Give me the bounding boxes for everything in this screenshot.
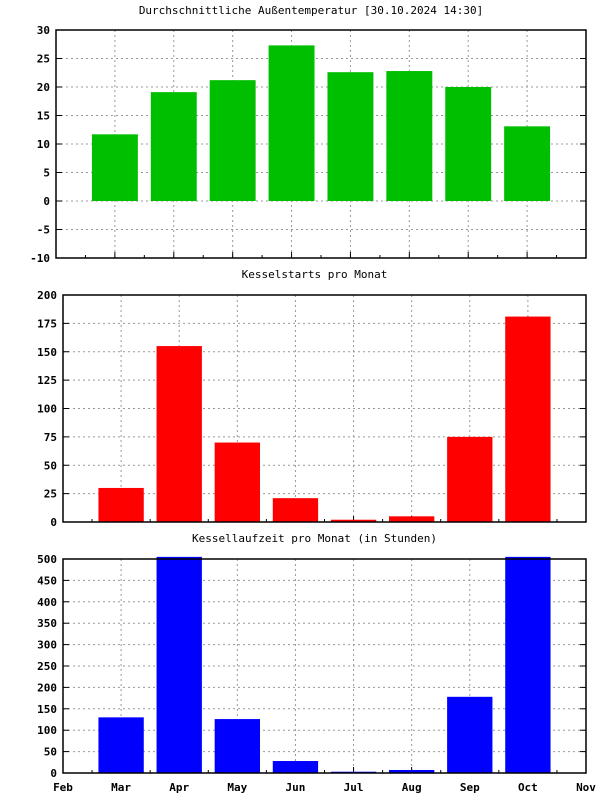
y-tick-label: 25 (44, 488, 57, 501)
bar-aug (386, 71, 433, 201)
y-tick-label: 0 (50, 516, 57, 529)
plot-frame (62, 558, 587, 774)
y-tick-label: 250 (37, 660, 57, 673)
bar-may (214, 719, 260, 773)
bar-jul (327, 72, 374, 202)
y-tick-label: 20 (37, 81, 50, 94)
bar-apr (156, 556, 202, 773)
bar-oct (504, 126, 551, 201)
bar-sep (447, 436, 493, 522)
y-tick-label: 200 (37, 681, 57, 694)
y-tick-label: 500 (37, 553, 57, 566)
bar-apr (150, 92, 197, 201)
bar-may (214, 442, 260, 522)
y-tick-label: 150 (37, 346, 57, 359)
y-tick-label: 25 (37, 53, 50, 66)
y-tick-label: 50 (44, 746, 57, 759)
y-tick-label: 0 (43, 195, 50, 208)
bar-jun (268, 45, 315, 201)
x-tick-label: Jul (344, 781, 364, 794)
x-tick-label: May (227, 781, 247, 794)
bar-sep (445, 87, 492, 201)
y-tick-label: 200 (37, 289, 57, 302)
bar-jul (330, 519, 377, 522)
y-tick-label: 50 (44, 459, 57, 472)
x-tick-label: Sep (460, 781, 480, 794)
y-tick-label: -10 (30, 252, 50, 265)
bar-apr (156, 346, 202, 522)
y-tick-label: 300 (37, 639, 57, 652)
y-tick-label: 15 (37, 110, 50, 123)
x-tick-label: Feb (53, 781, 73, 794)
y-tick-label: 75 (44, 431, 57, 444)
bar-aug (389, 770, 435, 773)
chart-2: Kesselstarts pro Monat 0 25 50 75 100 125 150 17… (37, 268, 587, 529)
y-tick-label: 350 (37, 617, 57, 630)
x-tick-label: Nov (576, 781, 596, 794)
x-tick-label: Oct (518, 781, 538, 794)
bar-mar (98, 717, 144, 773)
y-tick-label: -5 (37, 224, 50, 237)
y-tick-label: 30 (37, 24, 50, 37)
y-tick-label: 175 (37, 317, 57, 330)
bar-mar (98, 487, 144, 522)
bar-mar (91, 134, 138, 201)
bar-aug (389, 516, 435, 522)
y-tick-label: 400 (37, 596, 57, 609)
chart-title: Durchschnittliche Außentemperatur [30.10… (139, 4, 483, 17)
bar-oct (505, 316, 551, 522)
y-tick-label: 0 (50, 767, 57, 780)
y-tick-label: 450 (37, 574, 57, 587)
x-tick-label: Apr (169, 781, 189, 794)
y-tick-label: 125 (37, 374, 57, 387)
x-tick-label: Mar (111, 781, 131, 794)
chart-title: Kessellaufzeit pro Monat (in Stunden) (192, 532, 437, 545)
y-tick-label: 100 (37, 724, 57, 737)
plot-frame (62, 294, 587, 523)
bar-oct (505, 556, 551, 773)
y-tick-label: 5 (43, 167, 50, 180)
plot-frame (55, 29, 587, 259)
chart-title: Kesselstarts pro Monat (242, 268, 388, 281)
chart-1: Durchschnittliche Außentemperatur [30.10… (30, 4, 587, 265)
y-tick-label: 150 (37, 703, 57, 716)
bar-jun (272, 498, 319, 522)
chart-3: Kessellaufzeit pro Monat (in Stunden) 0 50… (37, 532, 596, 794)
bar-jun (272, 761, 319, 773)
x-tick-label: Aug (402, 781, 422, 794)
bar-may (209, 80, 256, 201)
y-tick-label: 10 (37, 138, 50, 151)
y-tick-label: 100 (37, 403, 57, 416)
x-tick-label: Jun (286, 781, 306, 794)
bar-sep (447, 696, 493, 773)
